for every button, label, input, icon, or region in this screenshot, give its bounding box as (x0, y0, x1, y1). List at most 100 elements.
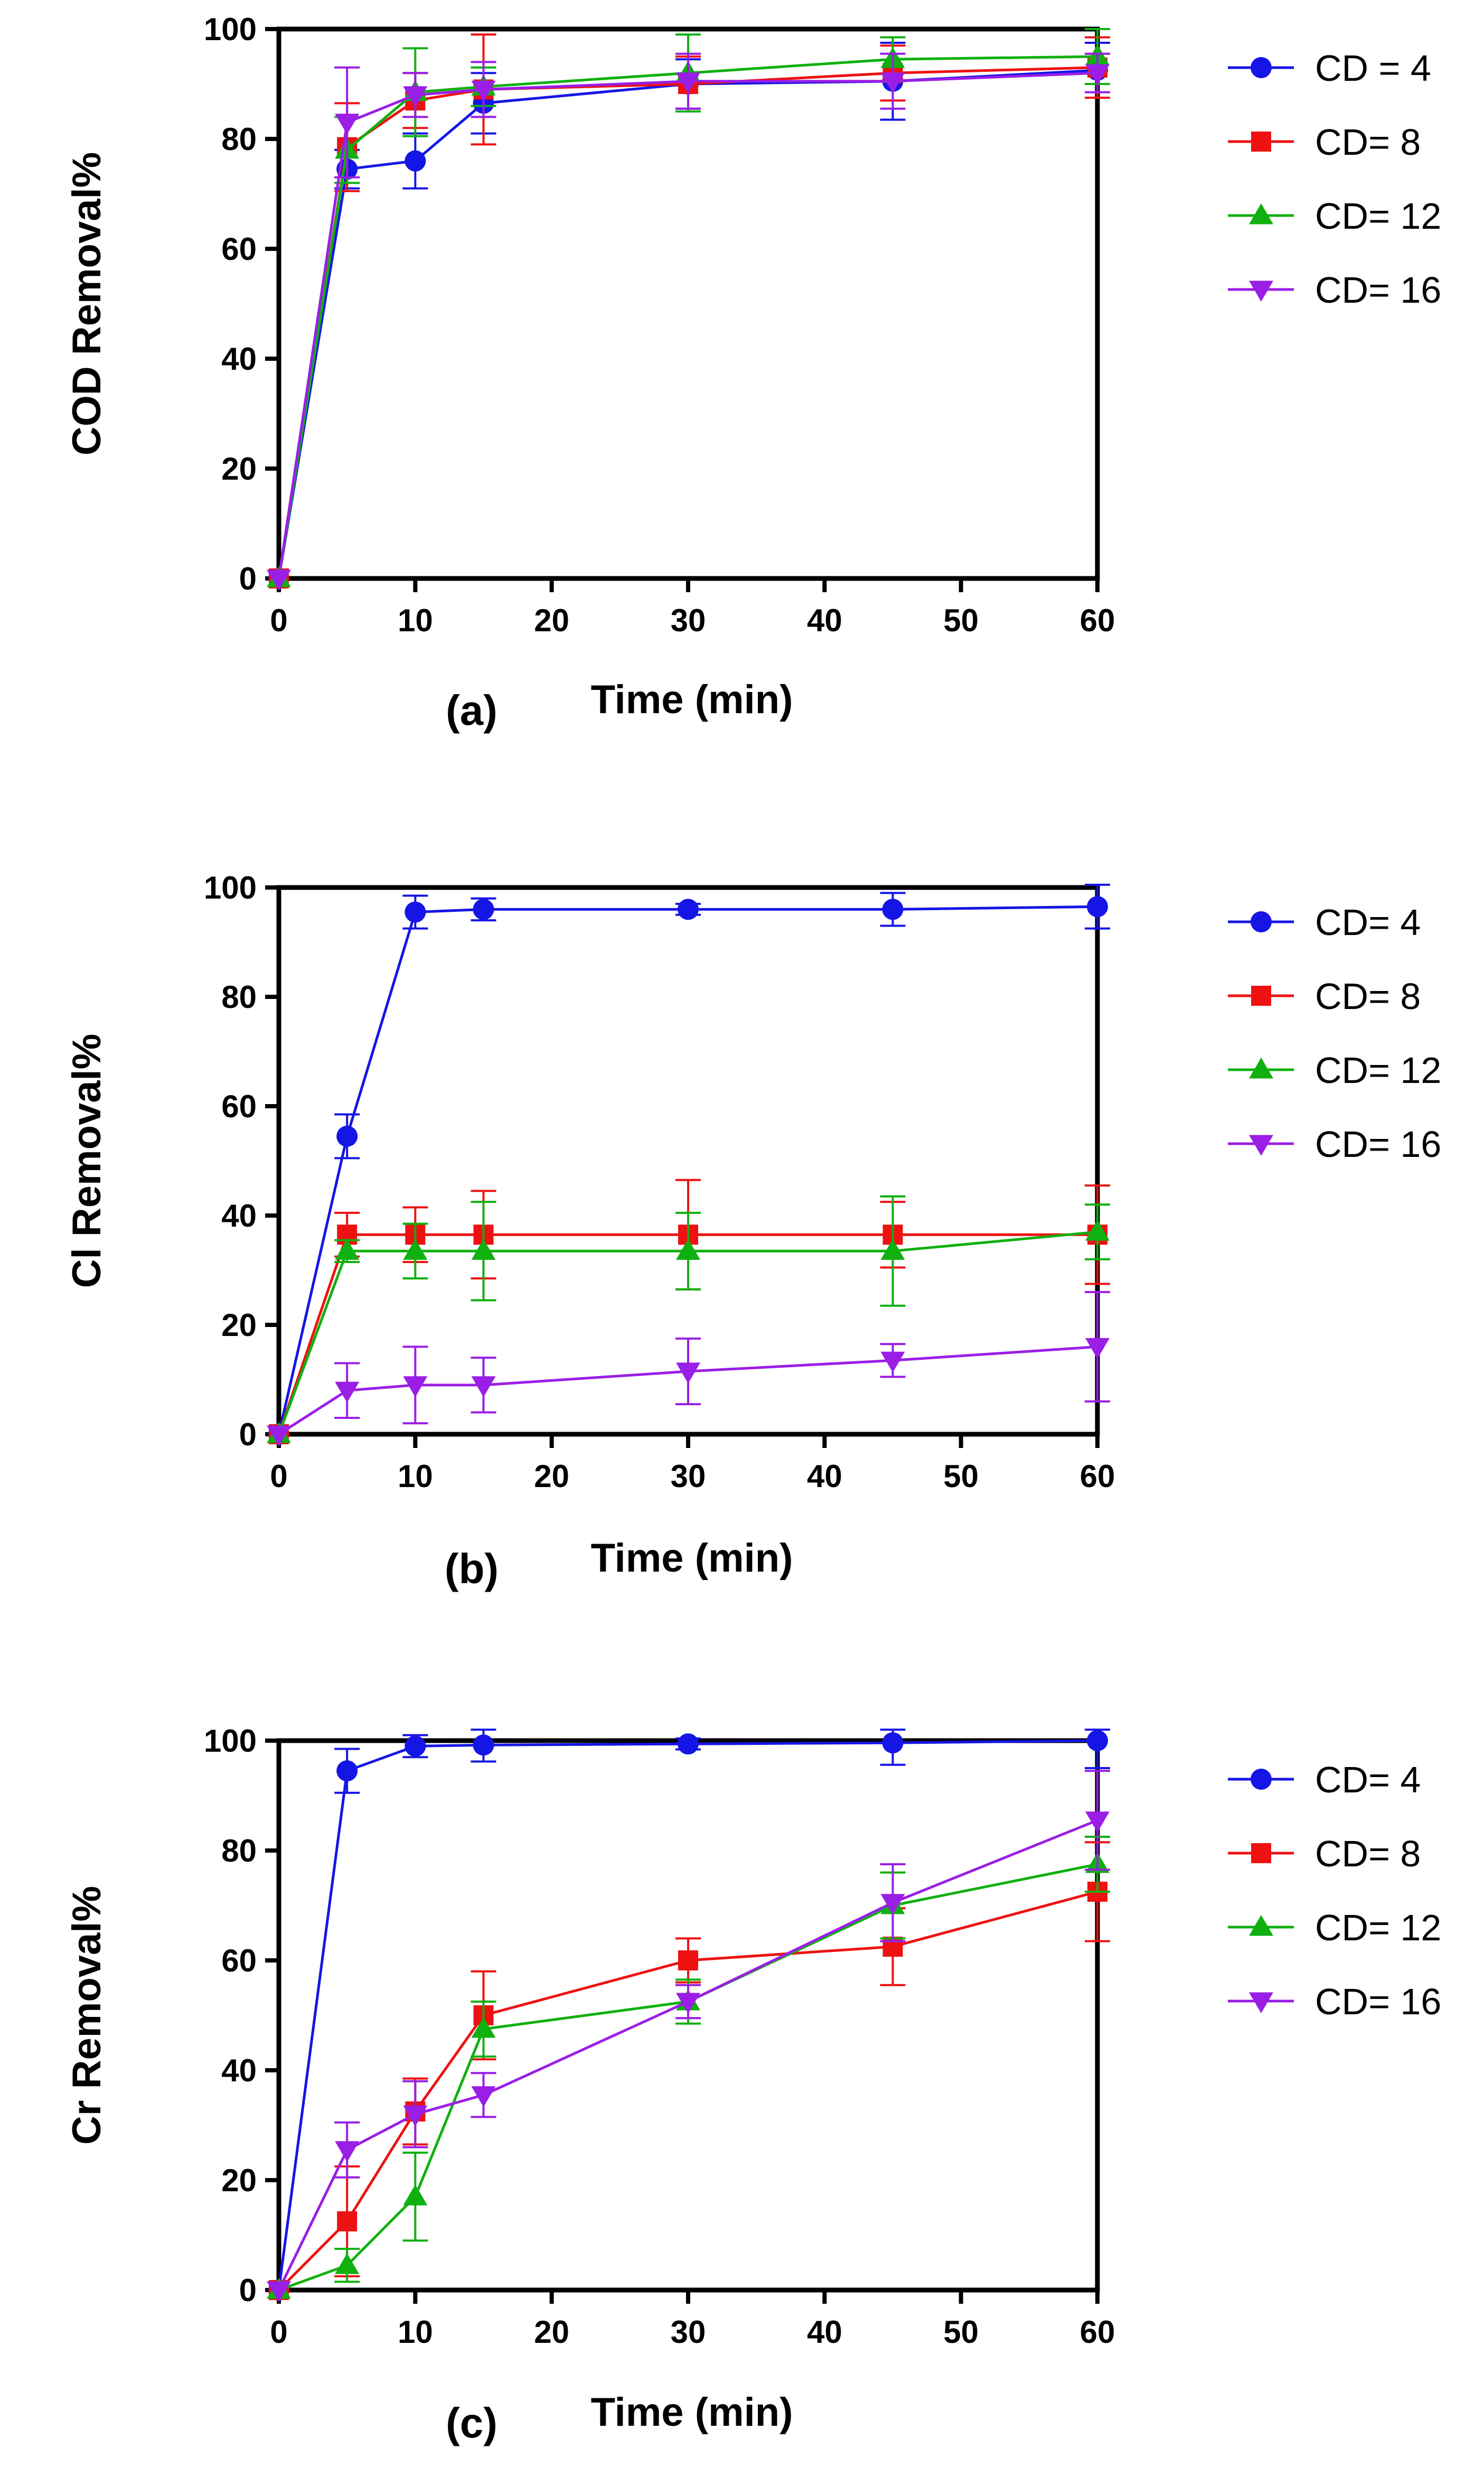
legend-entry: CD= 16 (1228, 1124, 1441, 1165)
y-tick-label: 80 (221, 1833, 257, 1868)
data-point (471, 2017, 496, 2038)
y-tick-label: 40 (221, 341, 257, 377)
x-tick-label: 10 (398, 2314, 433, 2350)
data-point (405, 1735, 426, 1757)
x-tick-label: 60 (1080, 2314, 1115, 2350)
x-tick-label: 40 (807, 1459, 842, 1494)
y-axis-title: Cr Removal% (64, 1886, 109, 2145)
x-tick-label: 0 (270, 603, 287, 638)
x-tick-label: 20 (534, 2314, 569, 2350)
legend-entry: CD= 12 (1228, 1907, 1441, 1948)
data-point (880, 1239, 905, 1260)
data-point (1085, 1338, 1110, 1359)
y-tick-label: 20 (221, 451, 257, 487)
data-point (473, 899, 494, 920)
x-tick-label: 20 (534, 603, 569, 638)
y-tick-label: 80 (221, 979, 257, 1015)
series-cd-12 (267, 1836, 1110, 2299)
data-point (676, 1993, 700, 2014)
legend-entry: CD= 16 (1228, 1981, 1441, 2022)
x-tick-label: 60 (1080, 603, 1115, 638)
x-axis-title: Time (min) (591, 1536, 793, 1581)
data-point (336, 1125, 358, 1147)
data-point (335, 2253, 360, 2274)
legend-entry: CD= 4 (1228, 1759, 1421, 1800)
data-point (471, 80, 496, 102)
panel-label: (a) (446, 687, 497, 734)
legend-marker (1251, 986, 1271, 1006)
y-axis-title: COD Removal% (64, 152, 109, 455)
x-tick-label: 20 (534, 1459, 569, 1494)
data-point (335, 2141, 360, 2162)
data-point (678, 899, 699, 920)
legend-marker (1249, 1915, 1273, 1936)
data-point (335, 1239, 360, 1260)
x-tick-label: 10 (398, 603, 433, 638)
legend-entry: CD= 16 (1228, 269, 1441, 311)
data-point (336, 1760, 358, 1782)
legend-label: CD= 8 (1315, 1833, 1421, 1874)
legend-marker (1249, 1992, 1273, 2013)
series-cd-16 (267, 1770, 1110, 2302)
data-point (880, 1351, 905, 1373)
data-point (335, 114, 360, 135)
data-point (676, 1362, 700, 1384)
legend-marker (1249, 281, 1273, 302)
data-point (403, 2184, 428, 2206)
data-point (882, 899, 904, 920)
legend-entry: CD= 4 (1228, 902, 1421, 943)
y-tick-label: 20 (221, 2163, 257, 2198)
y-tick-label: 100 (204, 1723, 257, 1759)
data-point (1087, 1730, 1108, 1751)
data-point (678, 1950, 698, 1970)
series-line (277, 71, 1098, 579)
y-tick-label: 20 (221, 1307, 257, 1343)
legend-marker (1251, 1843, 1271, 1863)
y-tick-label: 40 (221, 1198, 257, 1234)
y-axis-title: Cl Removal% (64, 1034, 109, 1288)
chart-panel-2: 0 20 40 60 80 100 0 10 20 30 40 50 60 Time (min) Cl Re… (64, 870, 1441, 1592)
legend-label: CD= 4 (1315, 1759, 1421, 1800)
series-cd-4 (268, 42, 1110, 589)
series-cd-12 (267, 28, 1110, 587)
data-point (471, 2086, 496, 2107)
legend-label: CD= 12 (1315, 195, 1441, 237)
legend-marker (1249, 1135, 1273, 1156)
series-line (278, 1863, 1098, 2292)
chart-panel-1: 0 20 40 60 80 100 0 10 20 30 40 50 60 Time (min) COD R… (64, 12, 1441, 734)
legend-marker (1249, 1058, 1273, 1079)
legend-label: CD= 8 (1315, 976, 1421, 1017)
legend-entry: CD= 8 (1228, 122, 1421, 163)
x-tick-label: 50 (943, 1459, 979, 1494)
legend-entry: CD = 4 (1228, 48, 1431, 89)
legend-entry: CD= 12 (1228, 195, 1441, 237)
data-point (335, 1381, 360, 1403)
y-tick-label: 0 (239, 2273, 257, 2308)
x-tick-label: 30 (671, 1459, 706, 1494)
data-point (337, 2211, 358, 2231)
data-point (403, 1376, 428, 1397)
x-tick-label: 60 (1080, 1459, 1115, 1494)
data-point (1085, 64, 1110, 86)
data-point (1085, 1220, 1110, 1241)
x-tick-label: 30 (671, 2314, 706, 2350)
legend-label: CD= 8 (1315, 122, 1421, 163)
series-cd-8 (269, 33, 1110, 588)
data-point (676, 1239, 700, 1260)
series-cd-12 (267, 1195, 1110, 1443)
legend-entry: CD= 8 (1228, 976, 1421, 1017)
data-point (403, 86, 428, 107)
x-tick-label: 40 (807, 603, 842, 638)
data-point (880, 1894, 905, 1915)
legend-label: CD= 16 (1315, 1124, 1441, 1165)
panel-label: (b) (445, 1545, 499, 1592)
x-tick-label: 10 (398, 1459, 433, 1494)
data-point (676, 72, 700, 94)
series-line (277, 55, 1098, 579)
legend-marker (1249, 203, 1273, 225)
data-point (1087, 896, 1108, 918)
series-cd-8 (269, 1841, 1110, 2300)
data-point (267, 2281, 291, 2302)
data-point (403, 1239, 428, 1260)
legend-label: CD = 4 (1315, 48, 1431, 89)
